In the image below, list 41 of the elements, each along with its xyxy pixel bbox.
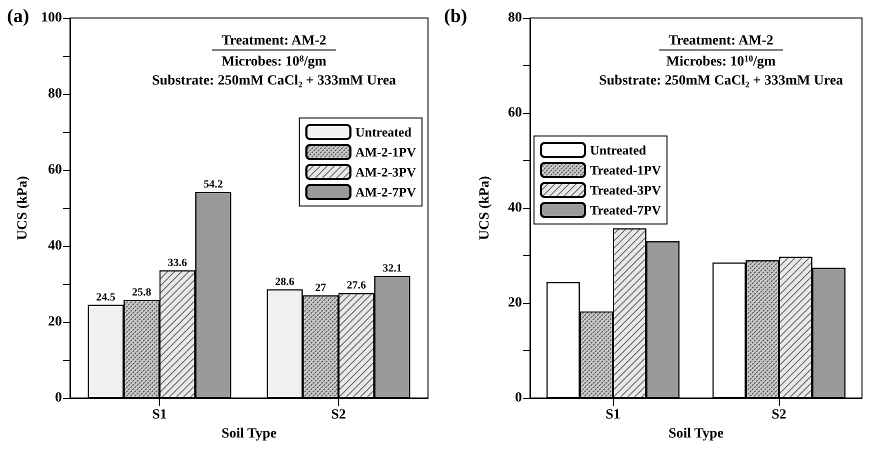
chart-title: (b)	[444, 6, 468, 27]
legend-label: AM-2-7PV	[355, 184, 417, 200]
legend-label: Untreated	[355, 124, 412, 140]
data-label: 27	[315, 282, 327, 294]
legend-label: Treated-1PV	[590, 162, 662, 178]
y-tick-label: 100	[41, 10, 62, 26]
x-tick-label: S2	[331, 408, 346, 422]
annotation: Treatment: AM-2	[222, 34, 326, 48]
y-tick-label: 80	[48, 86, 62, 102]
y-tick-label: 40	[508, 200, 522, 216]
y-tick-label: 60	[508, 106, 522, 120]
data-label: 54.2	[204, 178, 224, 191]
data-label: 28.6	[275, 276, 295, 288]
x-axis-title: Soil Type	[221, 426, 277, 442]
legend-label: Treated-3PV	[590, 182, 662, 198]
y-axis-title: UCS (kPa)	[16, 176, 31, 240]
y-tick-label: 0	[515, 390, 522, 406]
annotation: Treatment: AM-2	[668, 34, 774, 48]
x-tick-label: S1	[606, 408, 620, 422]
annotation: Substrate: 250mM CaCl₂ + 333mM Urea	[152, 74, 396, 88]
data-label: 24.5	[96, 291, 116, 304]
data-label: 25.8	[132, 286, 152, 298]
y-tick-label: 80	[508, 10, 522, 26]
y-tick-label: 40	[48, 238, 62, 254]
legend-label: Untreated	[590, 142, 647, 158]
y-tick-label: 20	[508, 296, 522, 310]
legend-label: AM-2-1PV	[355, 144, 417, 160]
data-label: 32.1	[382, 262, 402, 275]
y-tick-label: 0	[55, 390, 62, 406]
legend-label: AM-2-3PV	[355, 164, 417, 180]
chart-title: (a)	[7, 6, 30, 27]
y-tick-label: 60	[48, 162, 62, 178]
legend-label: Treated-7PV	[590, 202, 662, 218]
x-tick-label: S1	[152, 408, 167, 422]
y-tick-label: 20	[48, 314, 62, 330]
annotation: Substrate: 250mM CaCl₂ + 333mM Urea	[598, 74, 844, 88]
data-label: 33.6	[168, 256, 188, 269]
x-axis-title: Soil Type	[668, 426, 724, 442]
y-axis-title: UCS (kPa)	[478, 176, 492, 240]
x-tick-label: S2	[772, 408, 786, 422]
data-label: 27.6	[346, 280, 367, 292]
